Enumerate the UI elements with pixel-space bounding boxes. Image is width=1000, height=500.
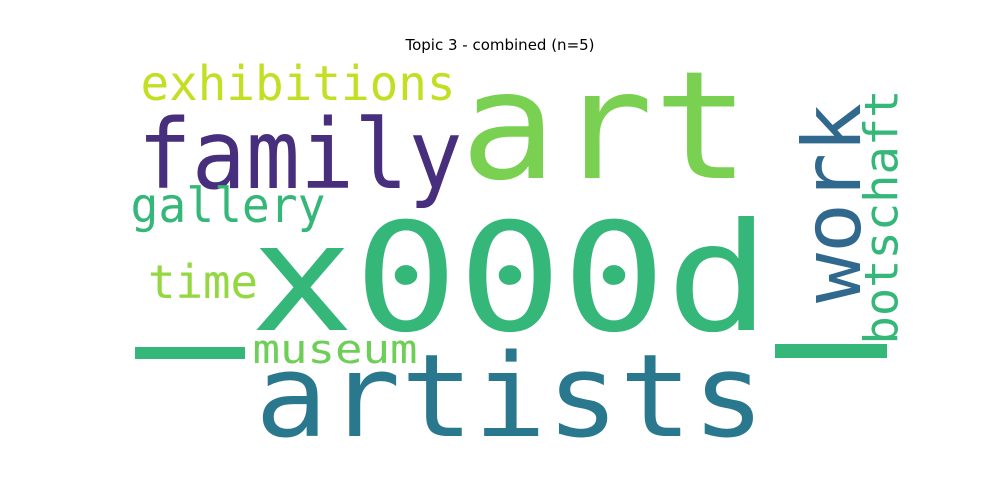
word-time: time: [148, 255, 258, 309]
word-gallery: gallery: [131, 178, 326, 234]
chart-title: Topic 3 - combined (n=5): [405, 36, 595, 54]
word-art: art: [460, 40, 750, 214]
word-family: family: [138, 99, 463, 211]
word-work: work: [786, 103, 879, 303]
word-exhibitions: exhibitions: [141, 56, 456, 112]
word-museum: museum: [253, 327, 418, 373]
word-underscore: [135, 347, 245, 359]
word-x000d: x000d: [250, 192, 770, 366]
word-artists: artists: [255, 330, 765, 464]
word-underscore: [775, 344, 887, 358]
word-botschaft: botschaft: [855, 90, 909, 345]
